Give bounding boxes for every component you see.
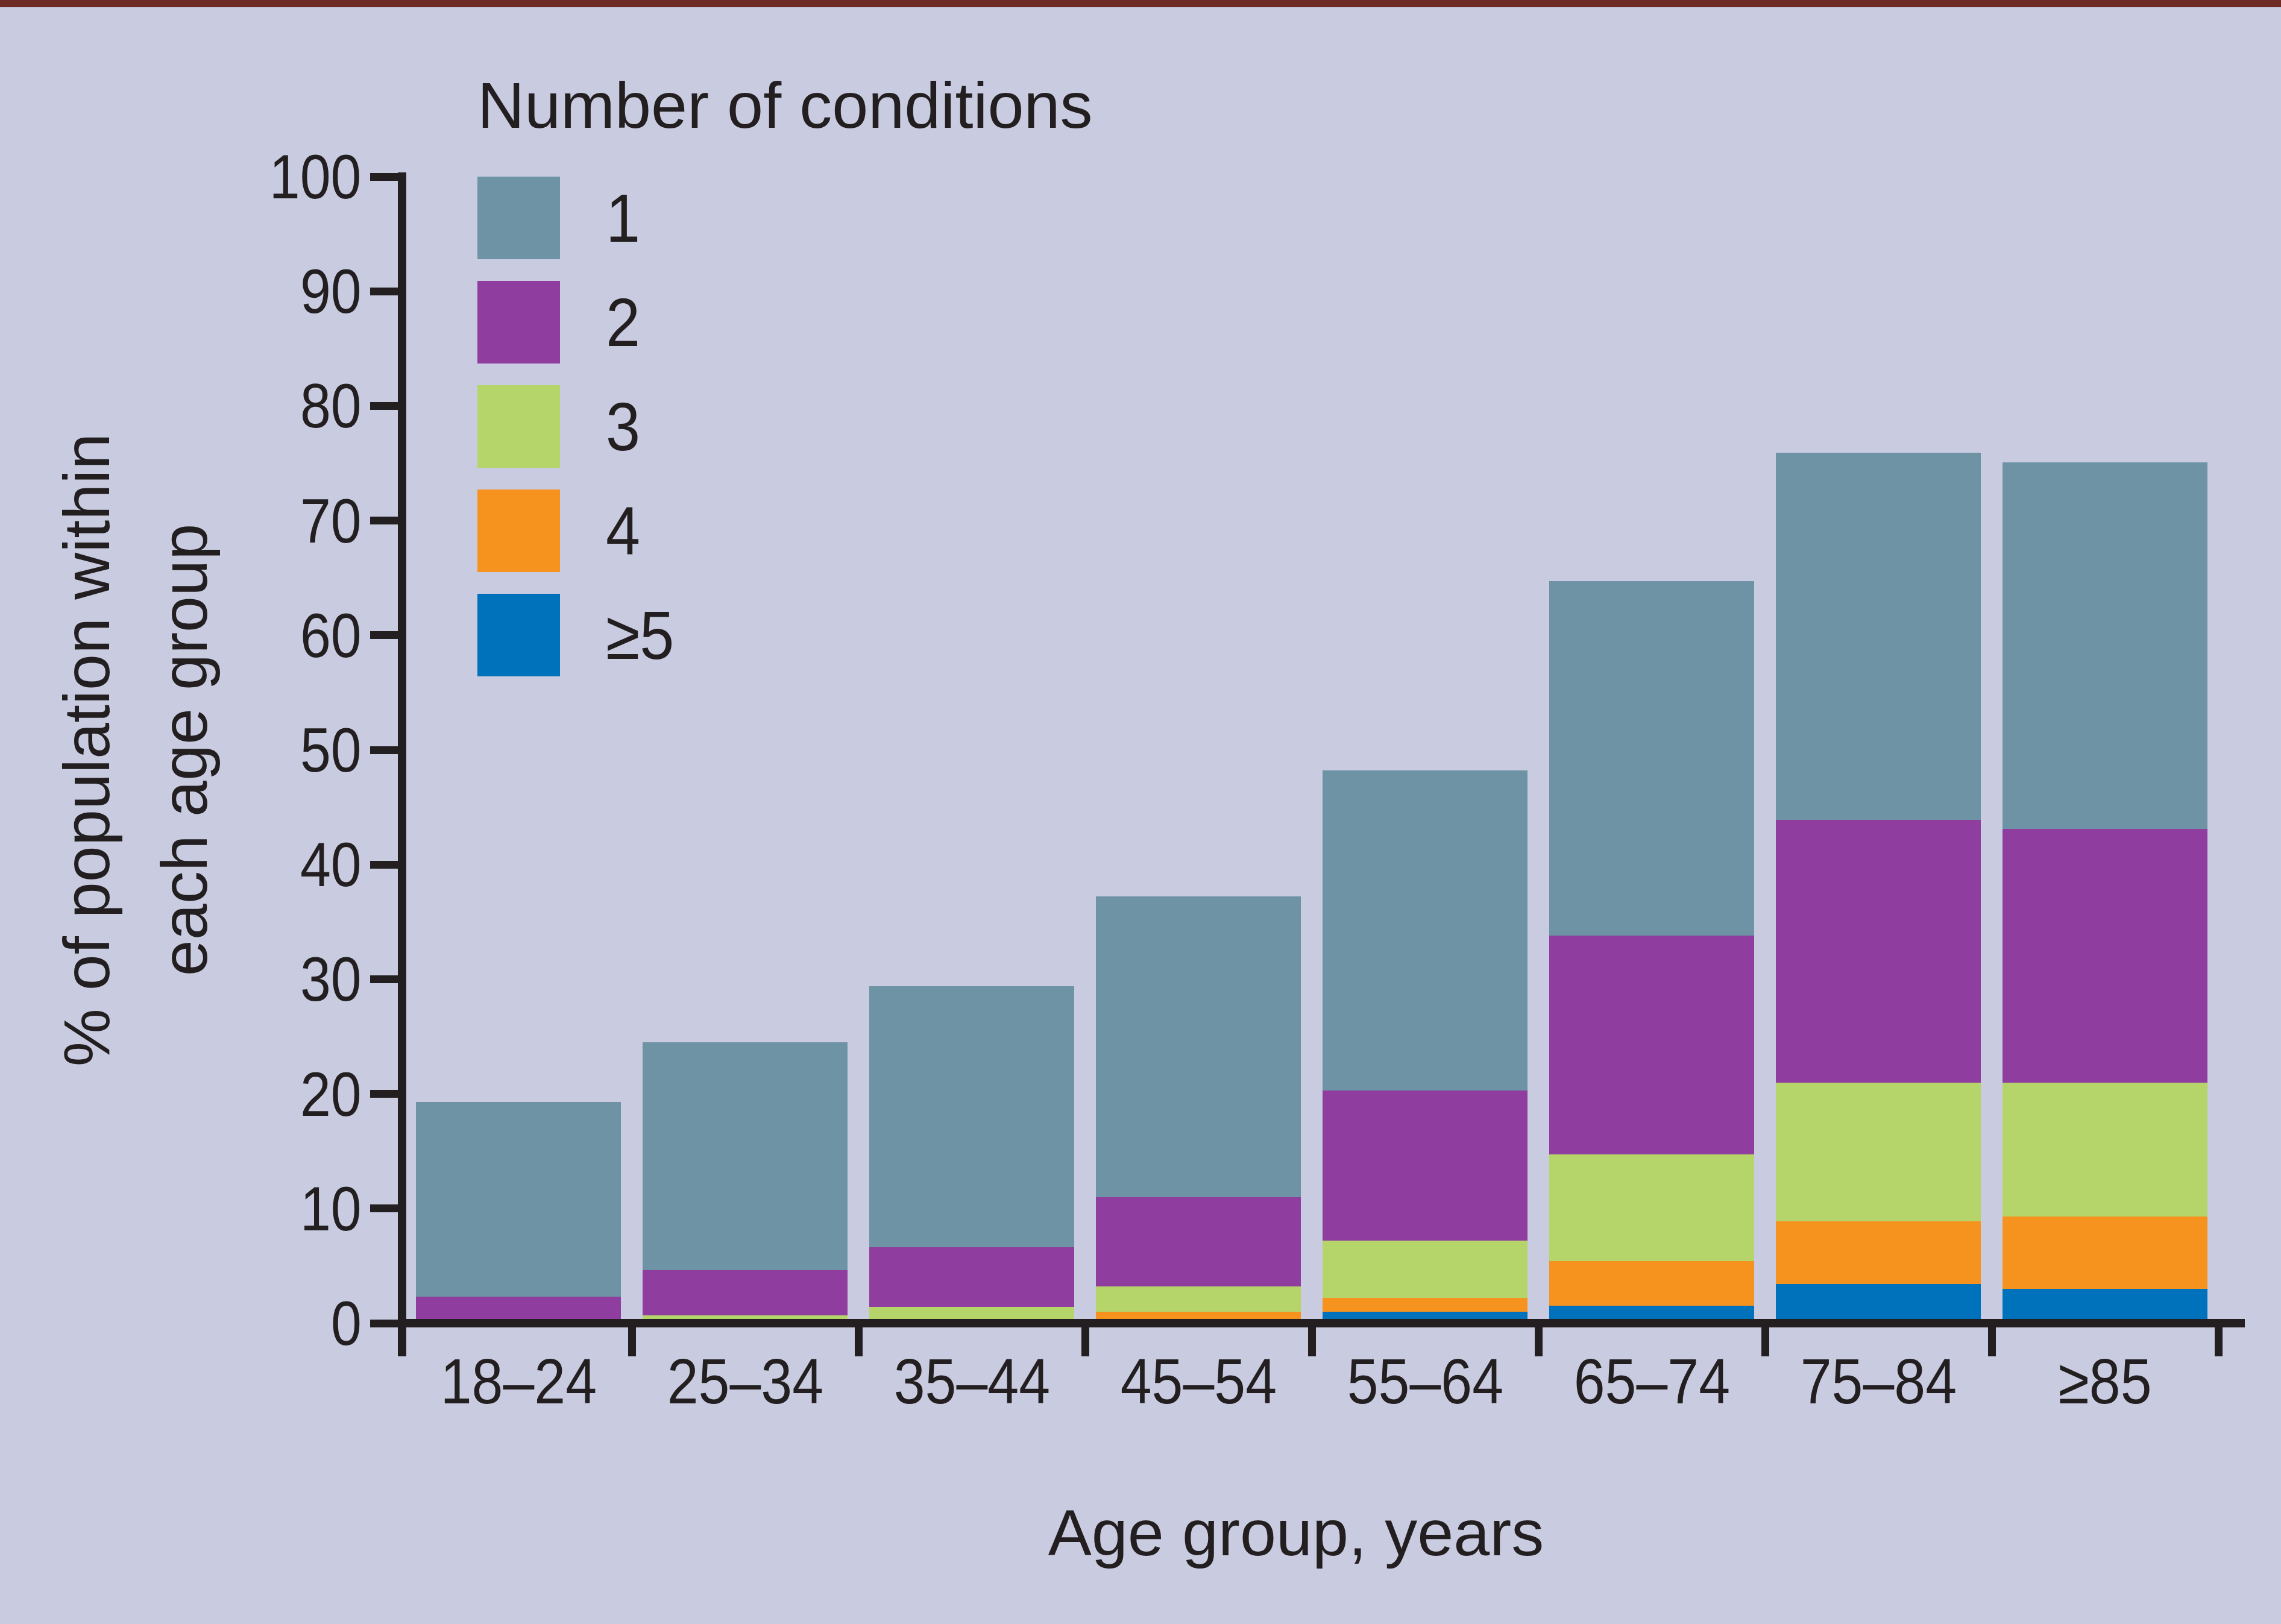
x-category-label-8: ≥85 (1978, 1348, 2232, 1414)
x-tick-7 (1988, 1327, 1996, 1356)
bar-65–74-segment-1 (1549, 581, 1754, 936)
bar-18–24-segment-1 (416, 1102, 621, 1297)
bar-45–54 (1096, 896, 1301, 1323)
bar-≥85-segment-2 (2003, 829, 2207, 1082)
bar-25–34-segment-1 (643, 1042, 848, 1270)
bar-25–34 (643, 1042, 848, 1323)
y-tick-label-0: 0 (0, 1291, 362, 1355)
y-tick-20 (370, 1090, 398, 1098)
legend-swatch-1 (477, 177, 560, 259)
bar-75–84 (1776, 453, 1981, 1323)
x-tick-5 (1535, 1327, 1543, 1356)
legend-label-2: 2 (606, 288, 644, 357)
y-tick-60 (370, 631, 398, 639)
legend-label-1: 1 (606, 184, 644, 253)
y-axis-line (398, 172, 406, 1356)
stacked-bar-chart-figure: % of population within each age group Ag… (0, 0, 2281, 1624)
x-category-label-3: 35–44 (845, 1348, 1098, 1414)
y-tick-label-10: 10 (0, 1177, 362, 1241)
bar-35–44 (869, 986, 1074, 1323)
top-border-strip (0, 0, 2281, 7)
legend-label-4: 4 (606, 497, 644, 565)
y-tick-10 (370, 1204, 398, 1212)
bar-75–84-segment-1 (1776, 453, 1981, 820)
x-category-label-1: 18–24 (392, 1348, 645, 1414)
y-tick-40 (370, 861, 398, 869)
bar-≥85 (2003, 462, 2207, 1323)
bar-75–84-segment-4 (1776, 1221, 1981, 1285)
x-category-label-4: 45–54 (1072, 1348, 1325, 1414)
bar-55–64-segment-3 (1323, 1241, 1527, 1298)
y-tick-30 (370, 975, 398, 983)
y-tick-label-20: 20 (0, 1062, 362, 1126)
legend-swatch-5 (477, 594, 560, 676)
bar-65–74-segment-4 (1549, 1261, 1754, 1306)
x-tick-4 (1308, 1327, 1316, 1356)
bar-≥85-segment-≥5 (2003, 1289, 2207, 1323)
bar-45–54-segment-2 (1096, 1197, 1301, 1286)
bar-65–74 (1549, 581, 1754, 1323)
x-category-label-5: 55–64 (1298, 1348, 1552, 1414)
y-tick-100 (370, 173, 398, 181)
legend-label-5: ≥5 (606, 601, 682, 670)
y-tick-50 (370, 746, 398, 754)
legend-swatch-4 (477, 489, 560, 572)
bar-35–44-segment-1 (869, 986, 1074, 1248)
y-tick-80 (370, 402, 398, 410)
bar-18–24 (416, 1102, 621, 1323)
legend-title: Number of conditions (477, 68, 1093, 143)
bar-65–74-segment-2 (1549, 936, 1754, 1154)
bar-55–64-segment-2 (1323, 1091, 1527, 1241)
bar-35–44-segment-2 (869, 1247, 1074, 1307)
x-axis-line (398, 1319, 2245, 1327)
bar-55–64-segment-1 (1323, 770, 1527, 1091)
legend-label-3: 3 (606, 392, 644, 461)
bar-45–54-segment-1 (1096, 896, 1301, 1197)
y-tick-70 (370, 517, 398, 524)
bar-45–54-segment-3 (1096, 1286, 1301, 1312)
legend-swatch-2 (477, 281, 560, 364)
bar-65–74-segment-3 (1549, 1154, 1754, 1261)
y-tick-label-90: 90 (0, 259, 362, 323)
y-tick-90 (370, 288, 398, 295)
y-tick-0 (370, 1320, 398, 1327)
bar-≥85-segment-1 (2003, 462, 2207, 829)
x-category-label-2: 25–34 (618, 1348, 872, 1414)
y-tick-label-70: 70 (0, 489, 362, 553)
x-tick-8 (2215, 1327, 2223, 1356)
x-tick-2 (855, 1327, 863, 1356)
y-tick-label-60: 60 (0, 603, 362, 667)
legend-swatch-3 (477, 385, 560, 468)
bar-25–34-segment-2 (643, 1270, 848, 1315)
x-tick-1 (628, 1327, 636, 1356)
x-tick-3 (1081, 1327, 1089, 1356)
bar-≥85-segment-4 (2003, 1216, 2207, 1289)
bar-75–84-segment-3 (1776, 1083, 1981, 1221)
bar-55–64-segment-4 (1323, 1298, 1527, 1312)
bar-75–84-segment-2 (1776, 820, 1981, 1083)
x-tick-6 (1761, 1327, 1769, 1356)
y-tick-label-50: 50 (0, 718, 362, 782)
y-tick-label-80: 80 (0, 374, 362, 438)
x-category-label-7: 75–84 (1752, 1348, 2005, 1414)
y-tick-label-30: 30 (0, 947, 362, 1011)
bar-≥85-segment-3 (2003, 1083, 2207, 1217)
bar-75–84-segment-≥5 (1776, 1284, 1981, 1323)
bar-55–64 (1323, 770, 1527, 1323)
x-axis-title: Age group, years (1048, 1495, 1544, 1570)
x-category-label-6: 65–74 (1525, 1348, 1778, 1414)
y-tick-label-40: 40 (0, 832, 362, 896)
y-tick-label-100: 100 (0, 145, 362, 209)
